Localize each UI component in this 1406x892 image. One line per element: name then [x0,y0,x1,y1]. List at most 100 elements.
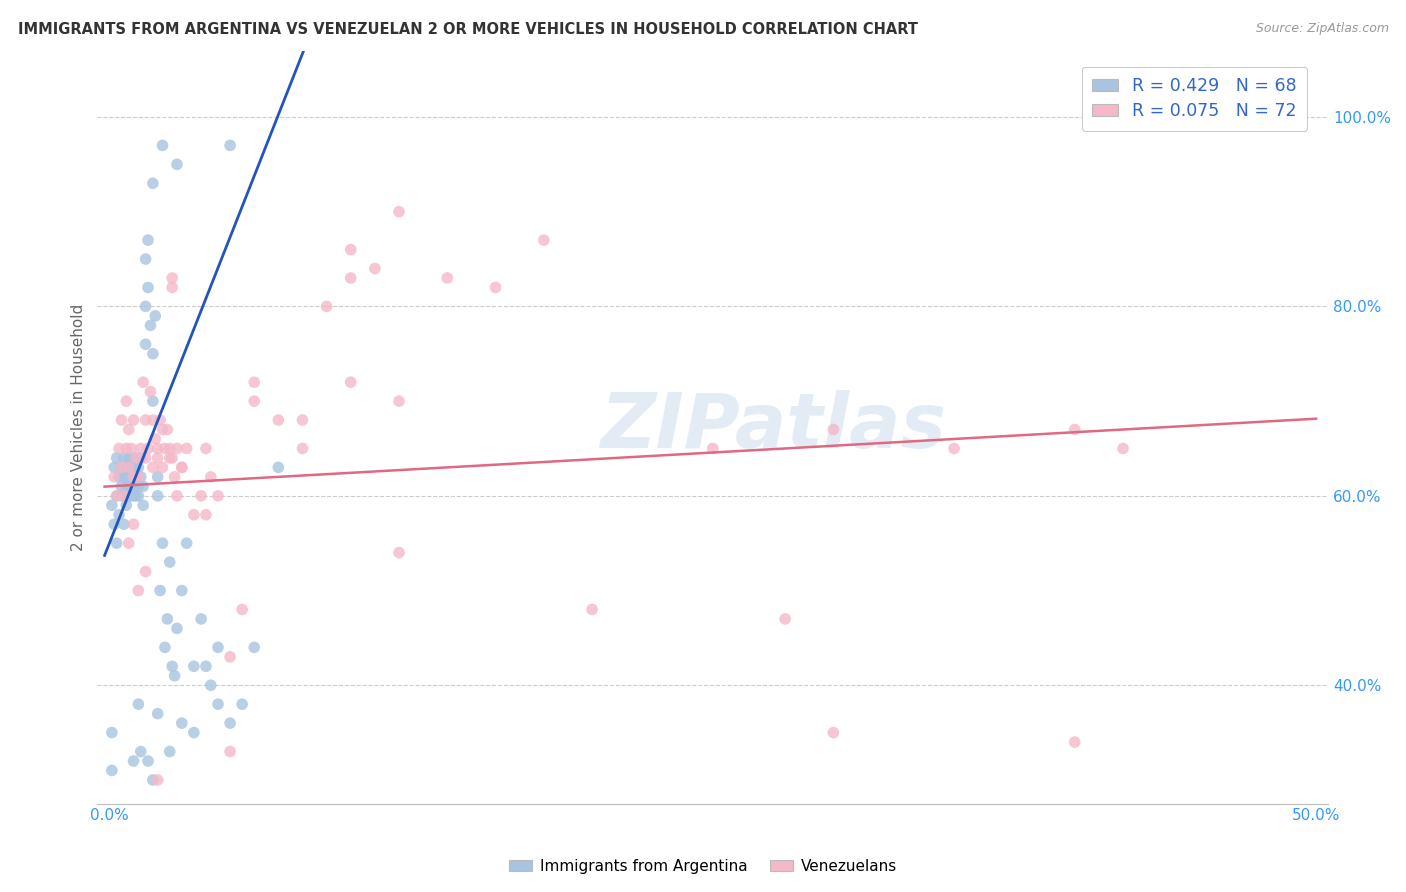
Point [103,460,125,475]
Point [146,772,169,787]
Point [243,394,266,409]
Point [219,138,242,153]
Point [135,252,157,266]
Point [120,442,142,456]
Point [388,546,411,560]
Point [129,745,152,759]
Point [122,479,145,493]
Point [135,413,157,427]
Point [170,583,193,598]
Point [135,565,157,579]
Point [484,280,506,294]
Text: ZIPatlas: ZIPatlas [602,390,948,464]
Point [129,442,152,456]
Point [163,669,186,683]
Point [122,754,145,768]
Point [129,450,152,465]
Point [115,394,138,409]
Point [142,347,165,361]
Point [122,470,145,484]
Point [190,612,212,626]
Point [943,442,966,456]
Point [156,612,179,626]
Point [125,489,148,503]
Point [142,394,165,409]
Point [115,489,138,503]
Point [436,271,458,285]
Point [152,423,174,437]
Point [183,508,205,522]
Point [200,678,222,692]
Point [129,470,152,484]
Point [110,460,132,475]
Point [120,479,142,493]
Point [103,517,125,532]
Point [163,470,186,484]
Point [125,470,148,484]
Point [231,602,253,616]
Point [291,442,314,456]
Point [110,460,132,475]
Point [176,536,198,550]
Point [105,489,128,503]
Point [166,489,188,503]
Point [160,271,183,285]
Point [773,612,796,626]
Point [533,233,555,247]
Point [136,280,159,294]
Point [200,470,222,484]
Point [112,470,135,484]
Point [142,176,165,190]
Point [122,489,145,503]
Point [110,413,132,427]
Point [125,460,148,475]
Point [112,517,135,532]
Point [267,413,290,427]
Point [103,470,125,484]
Point [160,450,183,465]
Point [1112,442,1135,456]
Point [118,536,141,550]
Text: Source: ZipAtlas.com: Source: ZipAtlas.com [1256,22,1389,36]
Point [143,432,166,446]
Point [388,204,411,219]
Point [115,479,138,493]
Point [194,442,217,456]
Point [127,460,149,475]
Point [159,442,181,456]
Point [207,489,229,503]
Point [115,460,138,475]
Point [160,659,183,673]
Point [153,640,176,655]
Point [127,479,149,493]
Point [115,498,138,512]
Point [139,318,162,333]
Point [120,460,142,475]
Point [170,716,193,731]
Point [136,442,159,456]
Point [190,489,212,503]
Point [219,649,242,664]
Point [118,423,141,437]
Point [152,536,174,550]
Point [122,450,145,465]
Point [125,450,148,465]
Point [142,460,165,475]
Point [1063,423,1085,437]
Point [823,725,845,739]
Point [108,508,131,522]
Point [194,659,217,673]
Point [146,450,169,465]
Point [112,489,135,503]
Point [135,337,157,351]
Point [146,706,169,721]
Point [118,489,141,503]
Point [159,450,181,465]
Point [267,460,290,475]
Point [127,697,149,711]
Point [118,470,141,484]
Point [110,489,132,503]
Point [142,772,165,787]
Point [149,413,172,427]
Point [118,479,141,493]
